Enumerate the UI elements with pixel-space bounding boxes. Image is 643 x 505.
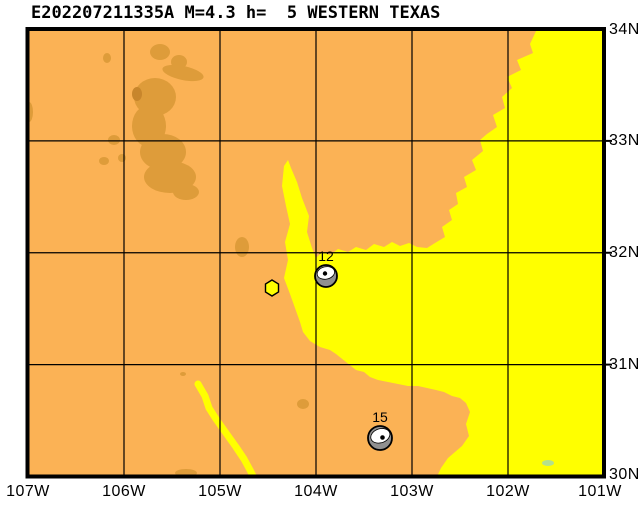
lon-label-102w: 102W [486, 483, 530, 500]
graticule-grid [27, 29, 604, 477]
beachball-dot [322, 271, 328, 276]
beachball-white-lobe [370, 428, 391, 444]
lat-label-31n: 31N [609, 355, 640, 373]
lat-label-34n: 34N [609, 21, 640, 38]
map-frame [25, 27, 606, 479]
lat-label-33n: 33N [609, 131, 640, 149]
plot-title: E202207211335A M=4.3 h= 5 WESTERN TEXAS [31, 3, 441, 23]
beachball-dot [380, 435, 385, 440]
lon-label-101w: 101W [578, 483, 622, 500]
epicenter-hexagon-marker [264, 279, 280, 297]
focal-mechanism-12: 12 [314, 248, 338, 288]
event-label: 15 [372, 409, 388, 425]
lon-label-104w: 104W [294, 483, 338, 500]
mountain-patches [27, 44, 309, 477]
lon-label-107w: 107W [6, 483, 50, 500]
focal-mechanism-15: 15 [367, 409, 393, 451]
event-label: 12 [318, 248, 334, 264]
lon-label-103w: 103W [390, 483, 434, 500]
lat-label-30n: 30N [609, 466, 640, 483]
peak-dark-spot [132, 87, 142, 101]
lat-label-32n: 32N [609, 243, 640, 261]
river-valley-strip [194, 380, 257, 477]
lon-label-105w: 105W [198, 483, 242, 500]
latitude-ticks [606, 139, 612, 366]
stream-green-spot [542, 460, 554, 466]
lon-label-106w: 106W [102, 483, 146, 500]
